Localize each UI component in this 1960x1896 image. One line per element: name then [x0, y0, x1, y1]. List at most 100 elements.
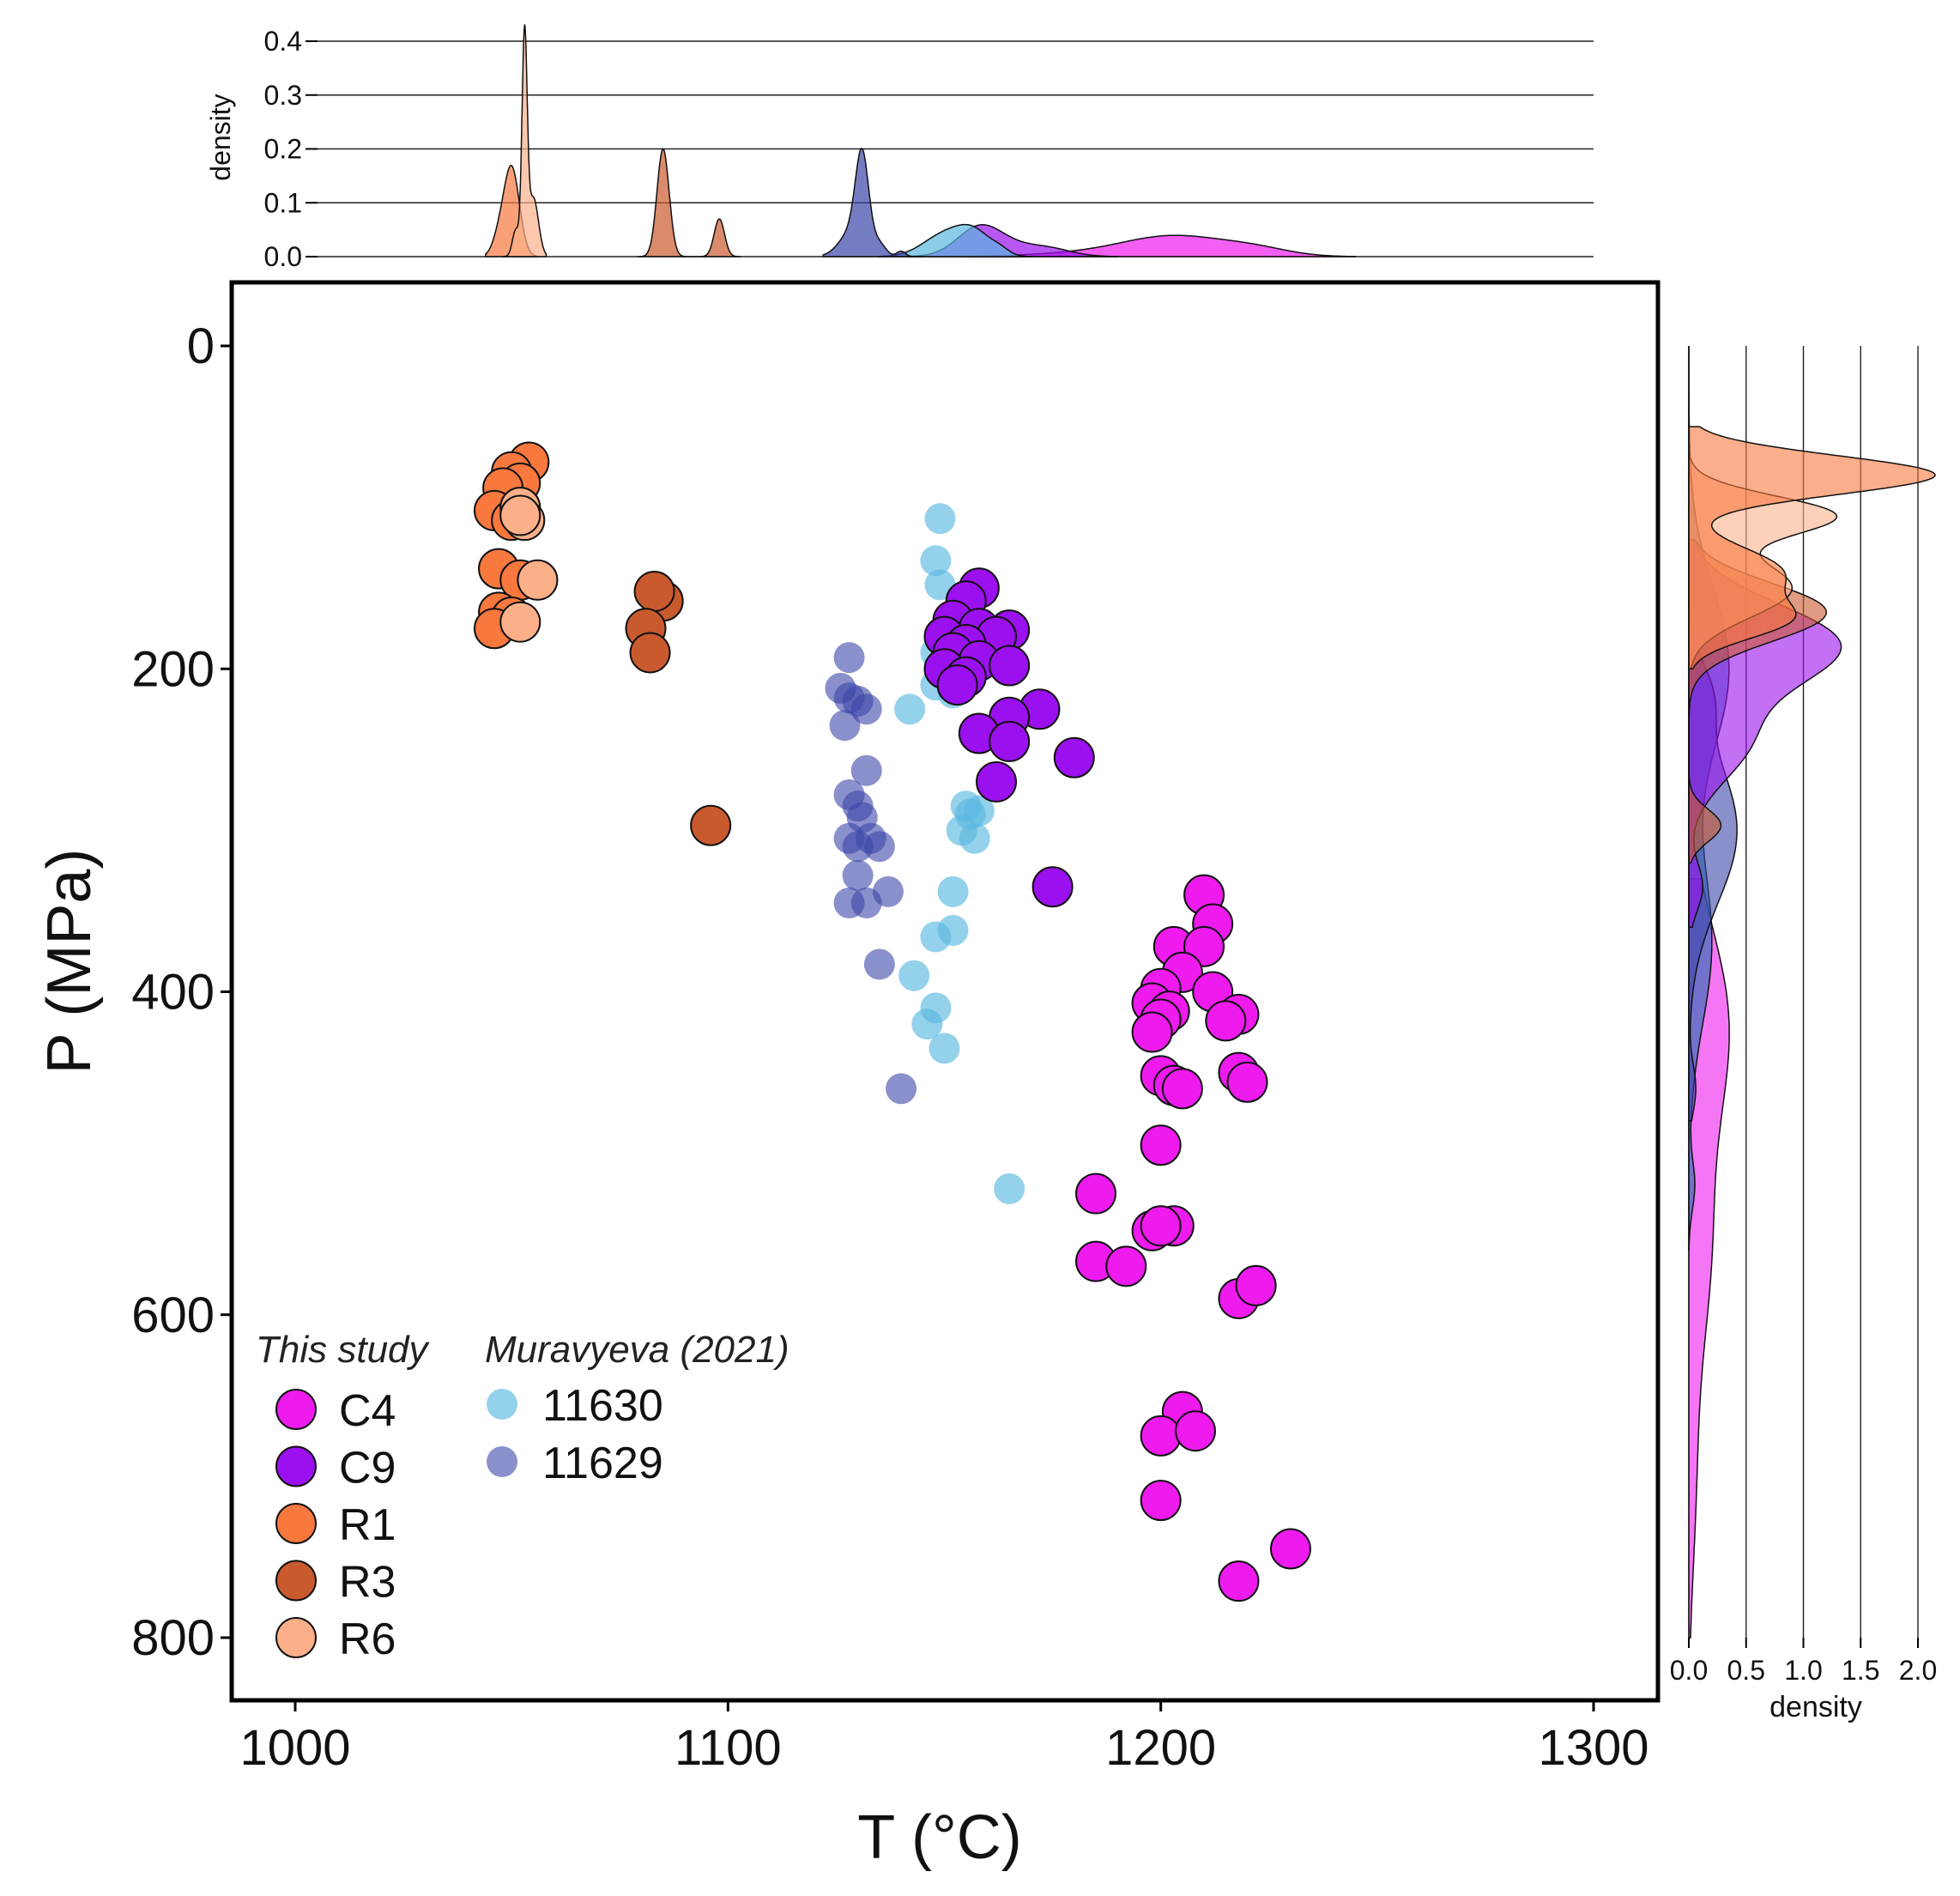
top-tick-label: 0.3 — [264, 80, 302, 111]
x-axis-ticks: 1000 1100 1200 1300 — [239, 1700, 1649, 1776]
data-point-11629 — [886, 1073, 917, 1105]
data-point-C4 — [1161, 1068, 1203, 1110]
legend-group-title-muravyeva: Muravyeva (2021) — [485, 1329, 789, 1371]
x-tick-label: 1000 — [239, 1720, 350, 1776]
data-point-11629 — [850, 694, 882, 725]
x-tick-label: 1300 — [1538, 1720, 1648, 1776]
right-tick-label: 0.0 — [1670, 1655, 1708, 1686]
data-point-C4 — [1140, 1414, 1182, 1457]
data-point-11630 — [920, 545, 952, 577]
top-tick-label: 0.0 — [264, 241, 302, 272]
top-density-R3 — [637, 148, 741, 257]
legend-items: C4 C9 R1 R3 R6 11630 11629 — [275, 1381, 663, 1664]
legend-marker-11629 — [487, 1446, 517, 1477]
right-tick-label: 1.0 — [1784, 1655, 1822, 1686]
legend-label-R3: R3 — [339, 1558, 396, 1608]
y-tick-label: 0 — [187, 318, 215, 374]
legend-group-title-this-study: This study — [256, 1329, 431, 1371]
data-point-C9 — [936, 664, 978, 706]
data-point-11629 — [842, 860, 874, 892]
legend-marker-R1 — [275, 1503, 317, 1544]
data-point-11630 — [959, 822, 990, 854]
x-tick-label: 1100 — [675, 1720, 782, 1776]
legend-label-C4: C4 — [339, 1386, 396, 1436]
data-point-11630 — [924, 503, 956, 535]
data-point-11630 — [894, 694, 926, 725]
data-point-C9 — [989, 720, 1031, 762]
legend-label-C9: C9 — [339, 1444, 396, 1493]
right-density-panel: 0.0 0.5 1.0 1.5 2.0 density — [1670, 346, 1937, 1723]
data-point-C4 — [1140, 1124, 1182, 1166]
legend: This study Muravyeva (2021) C4 C9 R1 R3 R6 11… — [256, 1329, 789, 1664]
data-point-R6 — [499, 601, 541, 643]
scatter-points — [473, 441, 1311, 1602]
data-point-11630 — [994, 1173, 1025, 1205]
y-axis-ticks: 0 200 400 600 800 — [131, 318, 232, 1666]
legend-marker-R6 — [275, 1617, 317, 1658]
data-point-R3 — [633, 570, 675, 612]
data-point-R3 — [690, 804, 732, 846]
right-density-curves — [1688, 346, 1936, 1639]
data-point-C9 — [1031, 866, 1074, 908]
data-point-11629 — [850, 754, 882, 786]
right-density-ticks: 0.0 0.5 1.0 1.5 2.0 — [1670, 1638, 1937, 1686]
right-tick-label: 1.5 — [1842, 1655, 1879, 1686]
data-point-C9 — [1053, 736, 1095, 778]
data-point-11630 — [920, 921, 952, 953]
data-point-C4 — [1269, 1528, 1311, 1570]
data-point-R6 — [499, 494, 541, 536]
data-point-11629 — [833, 642, 865, 674]
data-point-C4 — [1205, 1000, 1247, 1042]
data-point-C4 — [1218, 1560, 1260, 1602]
data-point-11629 — [850, 887, 882, 919]
right-density-R1 — [1688, 426, 1936, 670]
legend-marker-R3 — [275, 1560, 317, 1602]
data-point-C4 — [1140, 1480, 1182, 1522]
top-density-R6 — [503, 23, 547, 257]
right-density-C4 — [1688, 878, 1730, 1639]
data-point-R6 — [517, 559, 559, 601]
legend-label-11629: 11629 — [542, 1439, 663, 1488]
data-point-C9 — [989, 645, 1031, 687]
plot-frame — [229, 280, 1661, 1703]
y-tick-label: 200 — [131, 641, 215, 697]
y-tick-label: 400 — [131, 965, 215, 1021]
data-point-R3 — [629, 632, 671, 674]
top-density-panel: 0.0 0.1 0.2 0.3 0.4 density — [205, 23, 1594, 272]
legend-marker-C9 — [275, 1445, 317, 1487]
main-plot: 1000 1100 1200 1300 0 200 400 600 800 T (°C) P … — [35, 280, 1661, 1872]
top-tick-label: 0.2 — [264, 134, 302, 165]
data-point-11630 — [929, 1033, 960, 1064]
data-point-11629 — [863, 831, 895, 863]
legend-label-R6: R6 — [339, 1614, 396, 1664]
right-tick-label: 2.0 — [1899, 1655, 1937, 1686]
data-point-C4 — [1235, 1264, 1277, 1306]
data-point-C4 — [1140, 1205, 1182, 1247]
y-axis-title: P (MPa) — [35, 849, 104, 1075]
data-point-C4 — [1226, 1061, 1268, 1103]
legend-label-R1: R1 — [339, 1500, 396, 1550]
data-point-11630 — [898, 960, 930, 991]
top-density-11629 — [822, 148, 923, 257]
top-density-ticks: 0.0 0.1 0.2 0.3 0.4 — [264, 26, 318, 272]
data-point-11629 — [829, 710, 861, 742]
y-tick-label: 800 — [131, 1610, 215, 1666]
data-point-11629 — [842, 831, 874, 863]
data-point-C9 — [976, 760, 1018, 803]
data-point-11629 — [863, 948, 895, 980]
top-tick-label: 0.1 — [264, 187, 302, 218]
legend-marker-C4 — [275, 1389, 317, 1430]
x-axis-title: T (°C) — [857, 1803, 1021, 1872]
data-point-11630 — [937, 875, 969, 907]
right-tick-label: 0.5 — [1727, 1655, 1765, 1686]
top-density-curves — [485, 23, 1357, 257]
data-point-11630 — [911, 1009, 943, 1040]
x-tick-label: 1200 — [1105, 1720, 1216, 1776]
data-point-C4 — [1175, 1410, 1217, 1452]
legend-marker-11630 — [487, 1389, 517, 1420]
y-tick-label: 600 — [131, 1287, 215, 1343]
top-tick-label: 0.4 — [264, 26, 302, 57]
data-point-C4 — [1131, 1011, 1173, 1053]
data-point-C4 — [1075, 1172, 1117, 1215]
